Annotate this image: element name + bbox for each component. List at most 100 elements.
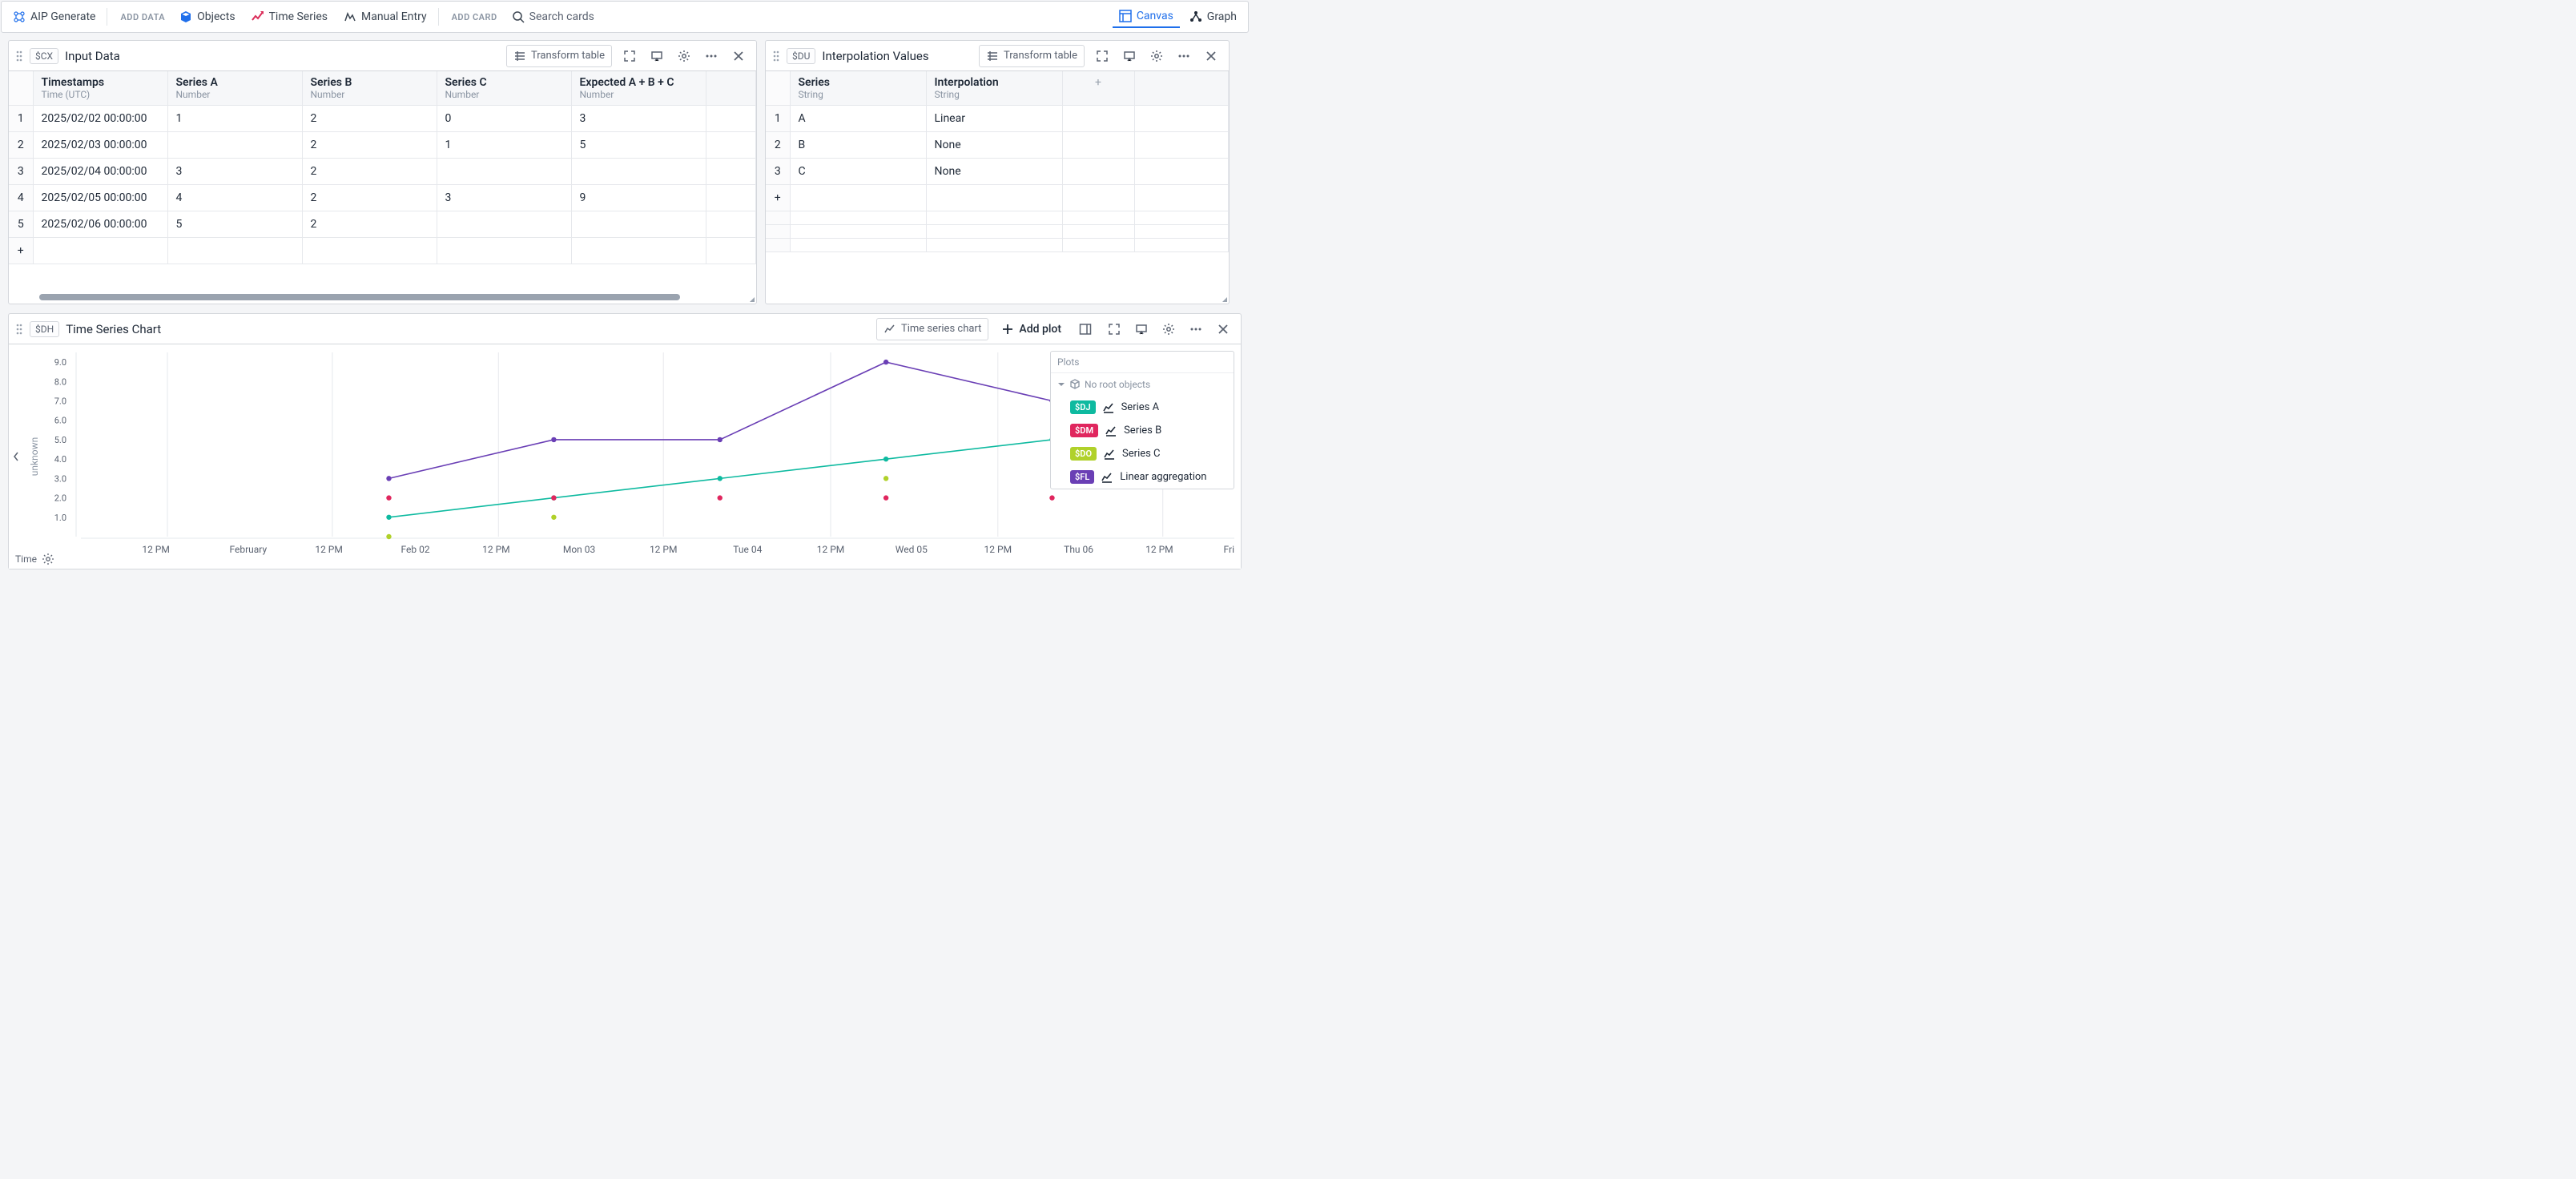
table-cell[interactable]: 0 [437,106,571,132]
plot-chip: $FL [1070,470,1094,484]
table-cell[interactable]: 3 [167,159,302,185]
table-cell[interactable]: None [926,159,1062,185]
more-icon[interactable] [1185,318,1207,340]
table-cell[interactable]: 2 [302,185,437,211]
tab-canvas[interactable]: Canvas [1113,6,1180,27]
table-cell[interactable]: 1 [437,132,571,159]
table-cell[interactable]: 2 [302,106,437,132]
plot-row[interactable]: $DMSeries B [1051,419,1234,442]
more-icon[interactable] [700,45,722,67]
panel-toggle-icon[interactable] [1074,318,1097,340]
table-cell[interactable] [437,211,571,238]
table-cell[interactable]: 1 [167,106,302,132]
column-header[interactable]: Expected A + B + CNumber [571,71,706,106]
time-label: Time [15,553,37,565]
table-cell[interactable]: 2025/02/04 00:00:00 [33,159,167,185]
table-row[interactable]: 1ALinear [766,106,1229,132]
chevron-left-icon[interactable] [12,451,20,462]
table-cell[interactable]: Linear [926,106,1062,132]
h-scrollbar[interactable] [39,294,673,300]
drag-handle-icon[interactable] [772,50,780,62]
transform-table-button[interactable]: Transform table [506,45,612,67]
table-cell[interactable]: B [790,132,926,159]
column-header[interactable]: TimestampsTime (UTC) [33,71,167,106]
column-header[interactable]: InterpolationString [926,71,1062,106]
expand-icon[interactable] [618,45,641,67]
table-cell[interactable]: None [926,132,1062,159]
table-cell[interactable]: 2025/02/02 00:00:00 [33,106,167,132]
add-plot-button[interactable]: Add plot [995,320,1068,339]
table-row[interactable]: 32025/02/04 00:00:0032 [9,159,756,185]
chart-type-button[interactable]: Time series chart [876,318,988,340]
table-cell[interactable]: 4 [167,185,302,211]
gear-icon[interactable] [673,45,695,67]
plot-label: Series A [1121,401,1160,413]
card-actions [1091,45,1222,67]
table-row[interactable]: 3CNone [766,159,1229,185]
table-row[interactable]: 2BNone [766,132,1229,159]
table-cell[interactable]: A [790,106,926,132]
objects-button[interactable]: Objects [173,7,241,26]
table-cell[interactable] [571,211,706,238]
add-column-button[interactable]: + [1062,71,1134,106]
time-series-button[interactable]: Time Series [245,7,334,26]
add-row-button[interactable]: + [766,185,1229,211]
close-icon[interactable] [1212,318,1234,340]
aip-generate-button[interactable]: AIP Generate [6,7,102,26]
tab-graph[interactable]: Graph [1183,7,1243,26]
present-icon[interactable] [646,45,668,67]
table-cell[interactable] [571,159,706,185]
column-header[interactable]: Series ANumber [167,71,302,106]
drag-handle-icon[interactable] [15,323,23,336]
expand-icon[interactable] [1103,318,1125,340]
table-cell[interactable]: 5 [167,211,302,238]
table-cell[interactable] [437,159,571,185]
close-icon[interactable] [1200,45,1222,67]
card-actions [1103,318,1234,340]
manual-entry-button[interactable]: Manual Entry [337,7,433,26]
search-cards[interactable]: Search cards [505,7,601,26]
plot-row[interactable]: $FLLinear aggregation [1051,465,1234,489]
table-wrap: SeriesStringInterpolationString+1ALinear… [766,71,1229,304]
table-cell[interactable]: 2025/02/06 00:00:00 [33,211,167,238]
resize-handle[interactable] [747,294,755,302]
table-cell[interactable]: 2 [302,159,437,185]
manual-entry-label: Manual Entry [361,10,427,23]
gear-icon[interactable] [1145,45,1168,67]
table-cell[interactable]: C [790,159,926,185]
chart-area[interactable]: 1.02.03.04.05.06.07.08.09.012 PMFebruary… [9,344,1241,569]
column-header[interactable]: Series CNumber [437,71,571,106]
table-row[interactable]: 42025/02/05 00:00:004239 [9,185,756,211]
present-icon[interactable] [1130,318,1153,340]
plots-subheader[interactable]: No root objects [1051,373,1234,396]
plot-row[interactable]: $DJSeries A [1051,396,1234,419]
card-time-series-chart: $DH Time Series Chart Time series chart … [8,313,1242,569]
svg-text:1.0: 1.0 [54,513,66,523]
gear-icon[interactable] [1157,318,1180,340]
table-row[interactable]: 12025/02/02 00:00:001203 [9,106,756,132]
column-header[interactable]: Series BNumber [302,71,437,106]
present-icon[interactable] [1118,45,1141,67]
table-cell[interactable]: 3 [571,106,706,132]
table-cell[interactable]: 2 [302,132,437,159]
gear-icon[interactable] [42,553,54,565]
resize-handle[interactable] [1219,294,1227,302]
drag-handle-icon[interactable] [15,50,23,62]
table-cell[interactable]: 2025/02/05 00:00:00 [33,185,167,211]
more-icon[interactable] [1173,45,1195,67]
add-row-button[interactable]: + [9,238,756,264]
table-cell[interactable] [167,132,302,159]
close-icon[interactable] [727,45,750,67]
plot-row[interactable]: $DOSeries C [1051,442,1234,465]
table-row[interactable]: 52025/02/06 00:00:0052 [9,211,756,238]
table-row[interactable]: 22025/02/03 00:00:00215 [9,132,756,159]
table-cell[interactable]: 9 [571,185,706,211]
card-header: $DH Time Series Chart Time series chart … [9,314,1241,344]
table-cell[interactable]: 2025/02/03 00:00:00 [33,132,167,159]
transform-table-button[interactable]: Transform table [979,45,1085,67]
table-cell[interactable]: 2 [302,211,437,238]
expand-icon[interactable] [1091,45,1113,67]
column-header[interactable]: SeriesString [790,71,926,106]
table-cell[interactable]: 3 [437,185,571,211]
table-cell[interactable]: 5 [571,132,706,159]
